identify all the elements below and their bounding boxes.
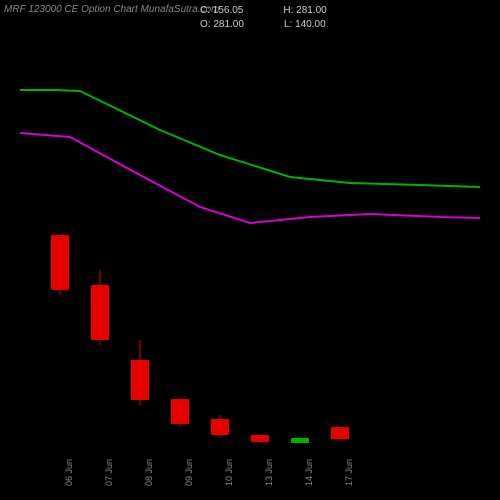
high-label: H: 281.00 [283,4,326,18]
x-axis-labels: 06 Jun 07 Jun 08 Jun 09 Jun 10 Jun 13 Jun 14 J… [20,452,480,492]
x-tick-label: 07 Jun [104,459,114,486]
x-tick-label: 08 Jun [144,459,154,486]
x-tick-label: 06 Jun [64,459,74,486]
x-tick-label: 09 Jun [184,459,194,486]
x-tick-label: 14 Jun [304,459,314,486]
low-label: L: 140.00 [284,18,326,32]
ohlc-panel: C: 156.05 H: 281.00 O: 281.00 L: 140.00 [200,4,327,32]
chart-title: MRF 123000 CE Option Chart MunafaSutra.c… [4,4,219,15]
close-label: C: 156.05 [200,4,243,18]
x-tick-label: 10 Jun [224,459,234,486]
x-tick-label: 17 Jun [344,459,354,486]
x-tick-label: 13 Jun [264,459,274,486]
chart-svg [20,35,480,455]
chart-area [20,35,480,455]
open-label: O: 281.00 [200,18,244,32]
